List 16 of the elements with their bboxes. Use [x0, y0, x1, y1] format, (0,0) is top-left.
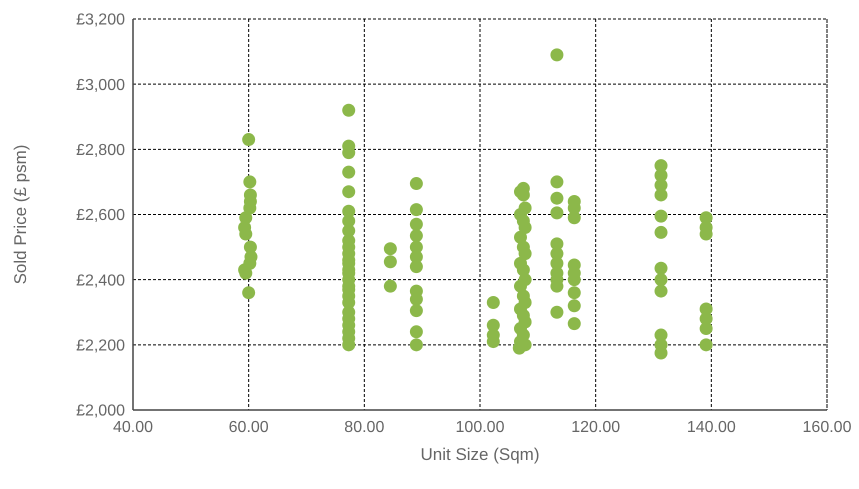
- y-tick-label: £2,200: [76, 337, 126, 354]
- x-tick-label: 80.00: [344, 419, 384, 436]
- x-tick-label: 40.00: [112, 419, 154, 436]
- y-tick-label: £2,600: [76, 207, 126, 224]
- x-tick-label: 140.00: [686, 419, 736, 436]
- x-axis-title: Unit Size (Sqm): [420, 445, 540, 464]
- x-tick-label: 100.00: [456, 419, 505, 436]
- y-tick-label: £2,000: [76, 402, 126, 420]
- y-axis-title: Sold Price (£ psm): [11, 144, 30, 284]
- x-tick-label: 60.00: [228, 419, 269, 436]
- y-tick-label: £3,000: [76, 76, 126, 94]
- y-tick-label: £3,200: [76, 12, 126, 29]
- x-tick-label: 160.00: [802, 419, 852, 436]
- x-tick-label: 120.00: [571, 419, 620, 436]
- y-tick-label: £2,400: [76, 272, 126, 290]
- y-tick-label: £2,800: [76, 142, 126, 159]
